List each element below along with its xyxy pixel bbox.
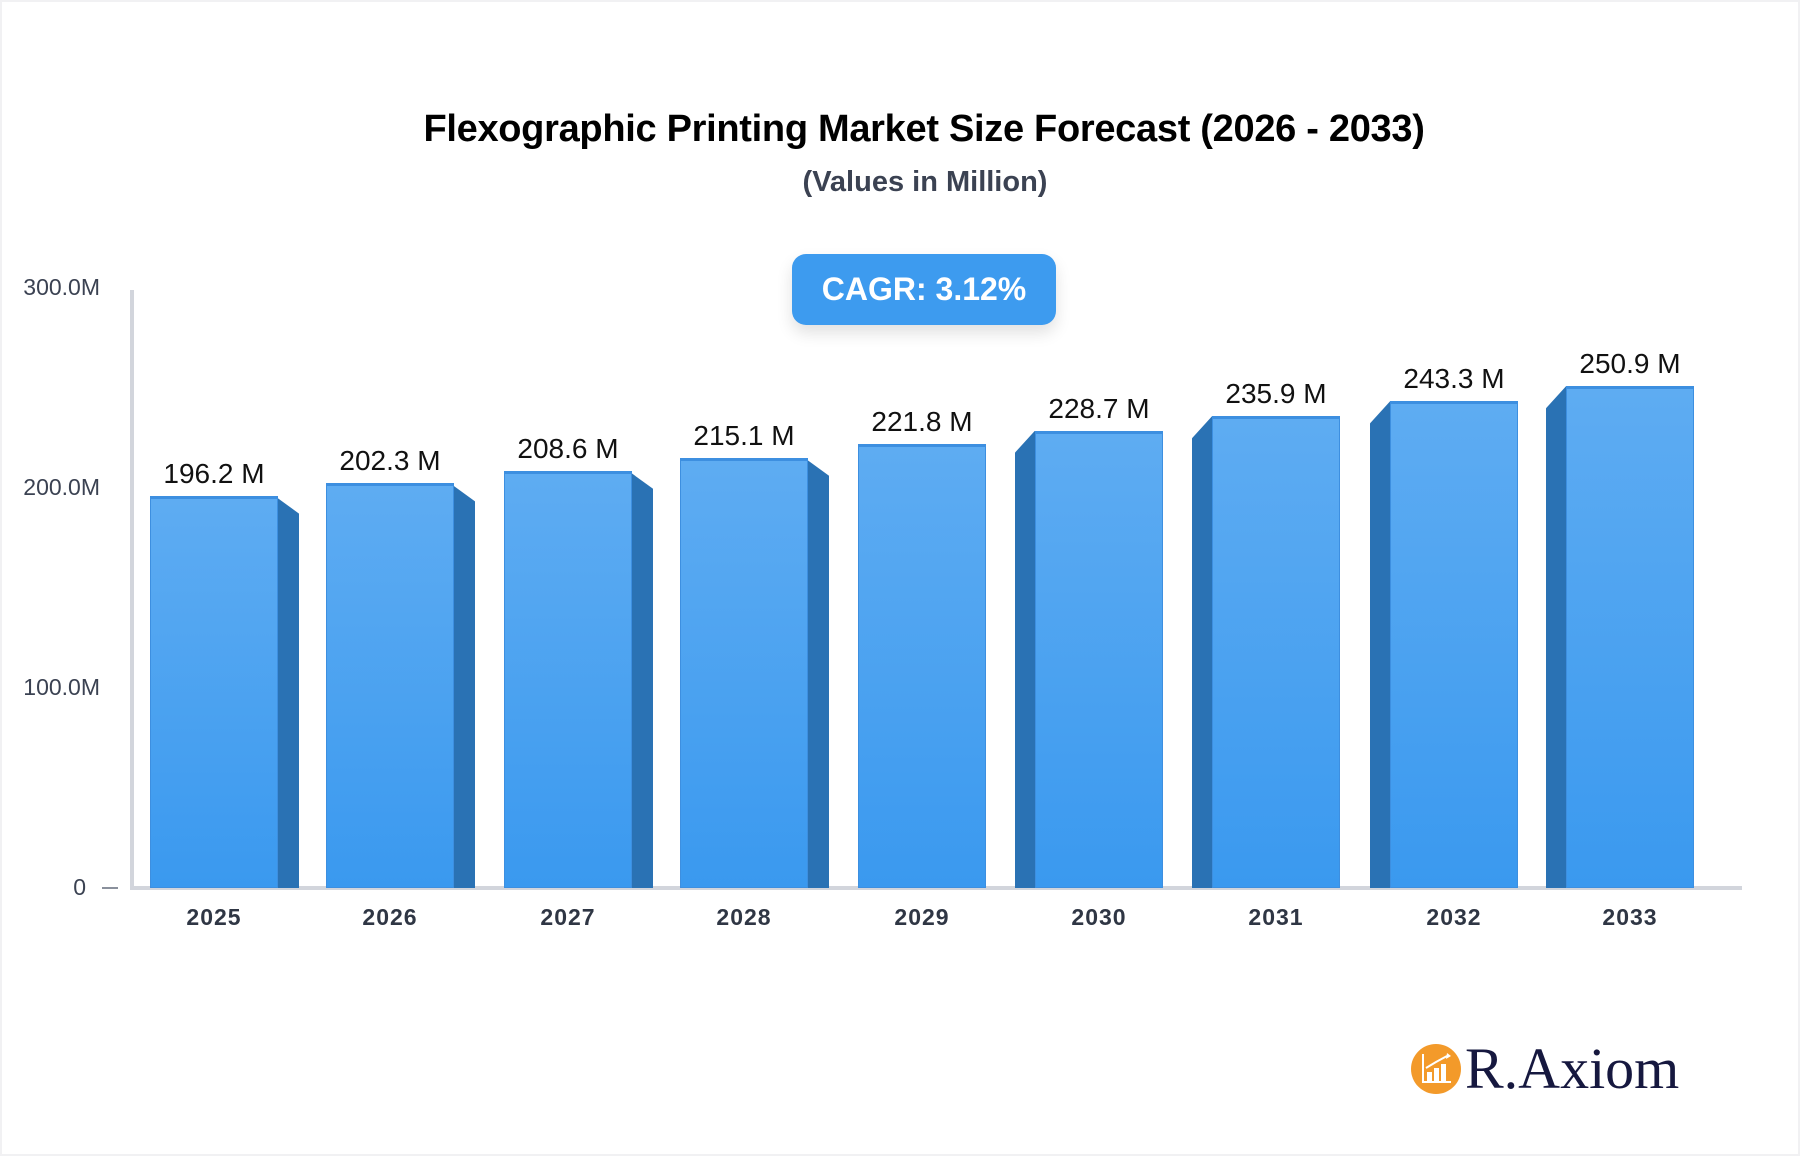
- chart-title: Flexographic Printing Market Size Foreca…: [423, 108, 1425, 150]
- bar-front: [150, 495, 278, 888]
- y-tick-200: 200.0M: [23, 474, 100, 500]
- y-tick-100: 100.0M: [23, 674, 100, 700]
- bar-side: [277, 497, 299, 888]
- x-axis-label: 2029: [894, 904, 950, 930]
- bar-value-label: 215.1 M: [693, 419, 795, 451]
- bar-value-label: 208.6 M: [517, 432, 619, 464]
- bar-value-label: 221.8 M: [871, 406, 973, 438]
- y-tick-0: 0: [73, 874, 86, 900]
- bar-value-label: 202.3 M: [339, 445, 441, 477]
- bar-side: [1192, 416, 1212, 888]
- y-tick-mark-0: [102, 887, 118, 889]
- x-axis-label: 2030: [1071, 904, 1127, 930]
- y-tick-300: 300.0M: [23, 274, 100, 300]
- brand-name: R.Axiom: [1465, 1036, 1680, 1101]
- x-axis-line: [130, 886, 1742, 890]
- bar-value-label: 243.3 M: [1403, 363, 1505, 395]
- x-axis-label: 2032: [1426, 904, 1482, 930]
- x-axis-label: 2027: [540, 904, 596, 930]
- bar-side: [453, 485, 475, 888]
- x-axis-label: 2033: [1602, 904, 1658, 930]
- x-axis-label: 2028: [716, 904, 772, 930]
- x-axis-label: 2031: [1248, 904, 1304, 930]
- bar-side: [1546, 386, 1566, 888]
- bar-front: [680, 457, 808, 888]
- bar-chart-growth-icon: [1411, 1044, 1461, 1094]
- brand-logo: R.Axiom: [1411, 1040, 1679, 1098]
- bar-value-label: 235.9 M: [1225, 378, 1327, 410]
- bar-side: [807, 459, 829, 888]
- bar-front: [858, 444, 986, 888]
- bar-side: [631, 472, 653, 888]
- x-axis-label: 2025: [186, 904, 242, 930]
- bar-front: [1212, 416, 1340, 888]
- bar-value-label: 196.2 M: [163, 457, 265, 489]
- chart-subtitle: (Values in Million): [802, 166, 1048, 198]
- bar-front: [504, 470, 632, 888]
- bar-front: [326, 483, 454, 888]
- bar-front: [1390, 401, 1518, 888]
- bar-front: [1035, 430, 1163, 888]
- bar-value-label: 228.7 M: [1048, 392, 1150, 424]
- bar-front: [1566, 386, 1694, 888]
- bar-side: [1370, 401, 1390, 888]
- x-axis-label: 2026: [362, 904, 418, 930]
- bar-value-label: 250.9 M: [1579, 348, 1681, 380]
- cagr-badge: CAGR: 3.12%: [792, 254, 1056, 325]
- y-axis-line: [130, 290, 134, 890]
- bar-side: [1015, 430, 1035, 888]
